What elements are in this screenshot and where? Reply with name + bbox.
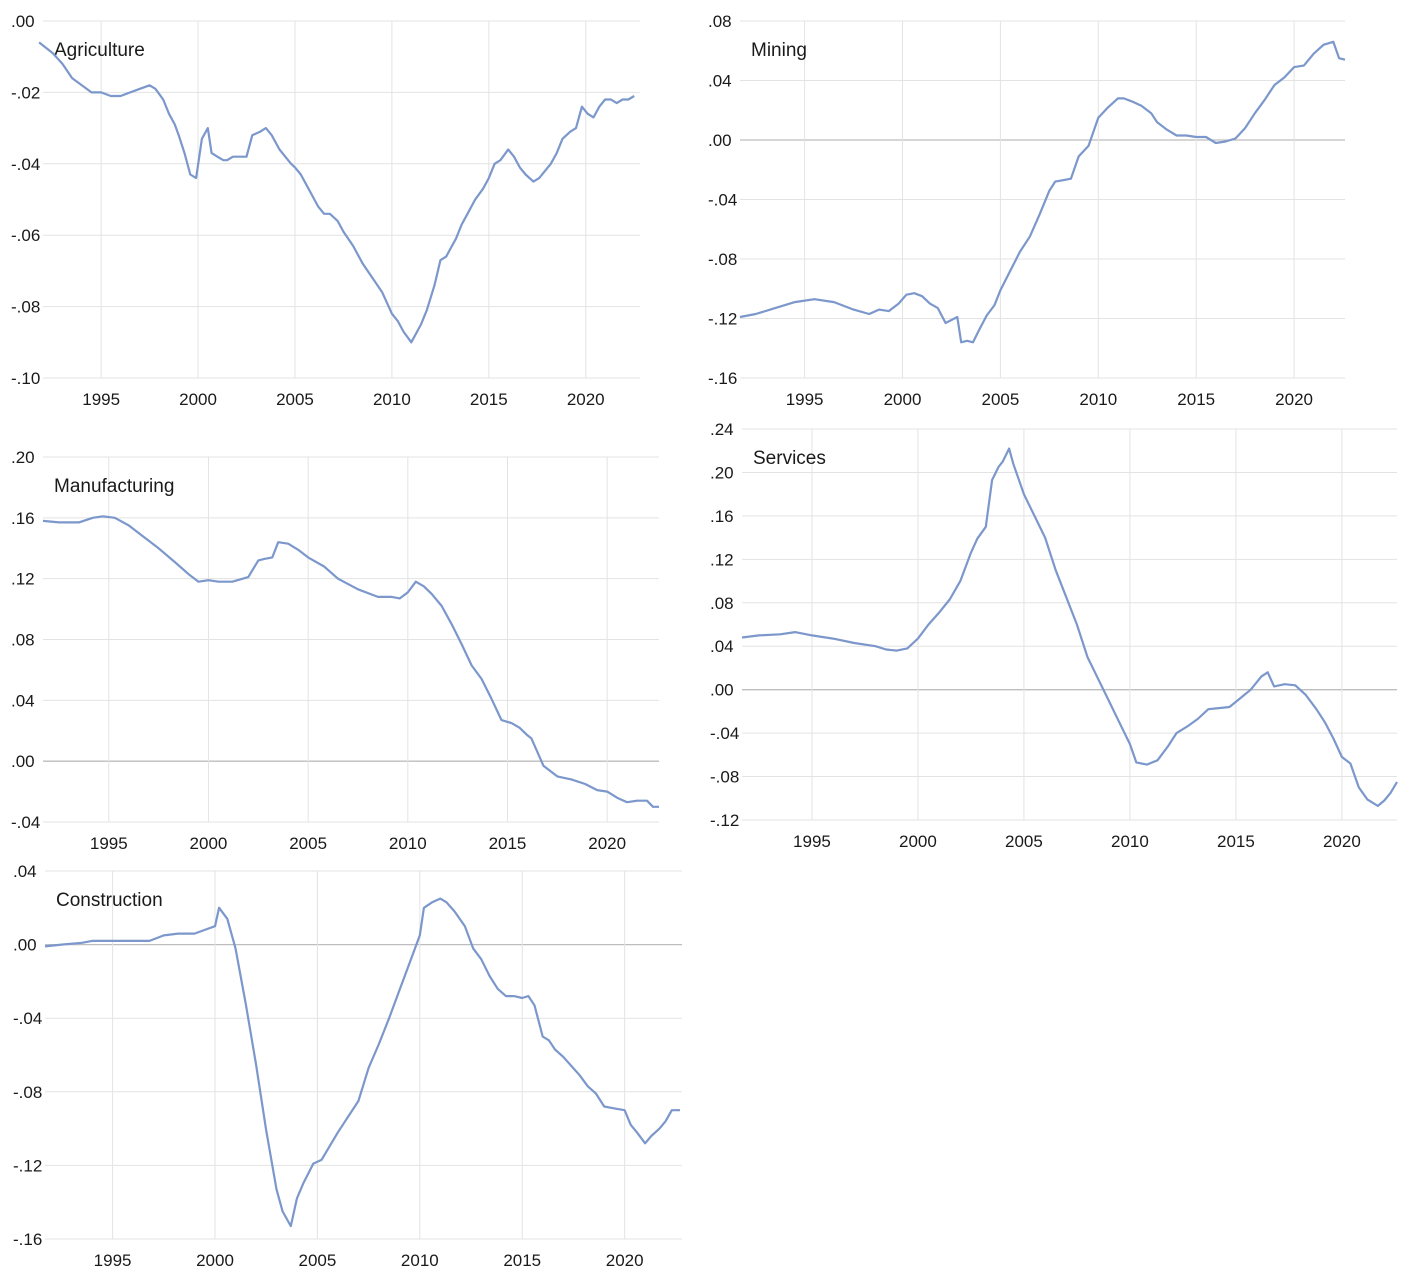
x-tick-label: 1995 bbox=[793, 832, 831, 851]
x-tick-label: 2020 bbox=[606, 1251, 644, 1270]
x-tick-label: 1995 bbox=[90, 834, 128, 853]
y-tick-label: -.04 bbox=[710, 724, 739, 743]
y-tick-label: .12 bbox=[11, 570, 35, 589]
x-tick-label: 2015 bbox=[489, 834, 527, 853]
y-tick-label: .20 bbox=[11, 448, 35, 467]
series-line bbox=[44, 897, 680, 1228]
panel-title: Services bbox=[753, 448, 826, 469]
y-tick-label: .00 bbox=[13, 936, 37, 955]
y-tick-label: -.12 bbox=[13, 1156, 42, 1175]
x-tick-label: 2005 bbox=[981, 390, 1019, 409]
series-line bbox=[741, 447, 1398, 807]
x-tick-label: 1995 bbox=[94, 1251, 132, 1270]
x-tick-label: 2020 bbox=[567, 390, 605, 409]
y-tick-label: .08 bbox=[710, 594, 734, 613]
x-tick-label: 2000 bbox=[884, 390, 922, 409]
chart-panel-4: .04 .00 -.04 -.08 -.12 -.16 1995 2000 2005 2010 20… bbox=[13, 862, 682, 1270]
y-tick-label: -.04 bbox=[11, 813, 40, 832]
x-tick-label: 2015 bbox=[1217, 832, 1255, 851]
chart-panel-1: .08 .04 .00 -.04 -.08 -.12 -.16 1995 2000 2005 201… bbox=[708, 12, 1346, 409]
y-tick-label: -.04 bbox=[708, 191, 737, 210]
x-tick-label: 2015 bbox=[503, 1251, 541, 1270]
x-tick-label: 2015 bbox=[470, 390, 508, 409]
y-tick-label: .04 bbox=[13, 862, 37, 881]
panel-title: Construction bbox=[56, 890, 163, 911]
x-tick-label: 2015 bbox=[1177, 390, 1215, 409]
y-tick-label: .16 bbox=[710, 507, 734, 526]
y-tick-label: .00 bbox=[708, 131, 732, 150]
y-tick-label: -.04 bbox=[13, 1009, 42, 1028]
y-tick-label: -.06 bbox=[11, 226, 40, 245]
x-tick-label: 1995 bbox=[786, 390, 824, 409]
x-tick-label: 2010 bbox=[389, 834, 427, 853]
y-tick-label: .00 bbox=[11, 12, 35, 31]
y-tick-label: .12 bbox=[710, 550, 734, 569]
y-tick-label: .24 bbox=[710, 420, 734, 439]
series-line bbox=[739, 40, 1346, 344]
x-tick-label: 2005 bbox=[276, 390, 314, 409]
y-tick-label: -.16 bbox=[708, 369, 737, 388]
x-tick-label: 2005 bbox=[299, 1251, 337, 1270]
y-tick-label: .00 bbox=[710, 681, 734, 700]
y-tick-label: .08 bbox=[708, 12, 732, 31]
y-tick-label: -.08 bbox=[710, 768, 739, 787]
x-tick-label: 1995 bbox=[82, 390, 120, 409]
panel-title: Agriculture bbox=[54, 40, 145, 61]
y-tick-label: -.02 bbox=[11, 83, 40, 102]
y-tick-label: -.16 bbox=[13, 1230, 42, 1249]
panel-title: Mining bbox=[751, 40, 807, 61]
y-tick-label: .04 bbox=[710, 637, 734, 656]
chart-panel-3: .24 .20 .16 .12 .08 .04 .00 -.04 -.08 -.12 1995 200… bbox=[710, 420, 1398, 851]
x-tick-label: 2000 bbox=[179, 390, 217, 409]
y-tick-label: .00 bbox=[11, 752, 35, 771]
y-tick-label: -.04 bbox=[11, 155, 40, 174]
y-tick-label: .08 bbox=[11, 631, 35, 650]
x-tick-label: 2000 bbox=[196, 1251, 234, 1270]
panel-title: Manufacturing bbox=[54, 476, 174, 497]
x-tick-label: 2010 bbox=[1111, 832, 1149, 851]
y-tick-label: -.08 bbox=[11, 298, 40, 317]
x-tick-label: 2005 bbox=[1005, 832, 1043, 851]
series-line bbox=[42, 515, 659, 808]
chart-panel-2: .20 .16 .12 .08 .04 .00 -.04 1995 2000 2005 2010 20… bbox=[11, 448, 659, 853]
y-tick-label: .16 bbox=[11, 509, 35, 528]
x-tick-label: 2000 bbox=[899, 832, 937, 851]
y-tick-label: -.12 bbox=[708, 310, 737, 329]
y-tick-label: .20 bbox=[710, 463, 734, 482]
x-tick-label: 2020 bbox=[1275, 390, 1313, 409]
x-tick-label: 2005 bbox=[289, 834, 327, 853]
y-tick-label: .04 bbox=[11, 691, 35, 710]
x-tick-label: 2020 bbox=[1323, 832, 1361, 851]
x-tick-label: 2010 bbox=[401, 1251, 439, 1270]
chart-panel-0: .00 -.02 -.04 -.06 -.08 -.10 1995 2000 2005 2010 2… bbox=[11, 12, 640, 409]
series-line bbox=[38, 41, 635, 344]
y-tick-label: -.12 bbox=[710, 811, 739, 830]
x-tick-label: 2010 bbox=[373, 390, 411, 409]
y-tick-label: .04 bbox=[708, 72, 732, 91]
x-tick-label: 2020 bbox=[588, 834, 626, 853]
y-tick-label: -.08 bbox=[708, 250, 737, 269]
x-tick-label: 2010 bbox=[1079, 390, 1117, 409]
x-tick-label: 2000 bbox=[190, 834, 228, 853]
y-tick-label: -.10 bbox=[11, 369, 40, 388]
y-tick-label: -.08 bbox=[13, 1083, 42, 1102]
